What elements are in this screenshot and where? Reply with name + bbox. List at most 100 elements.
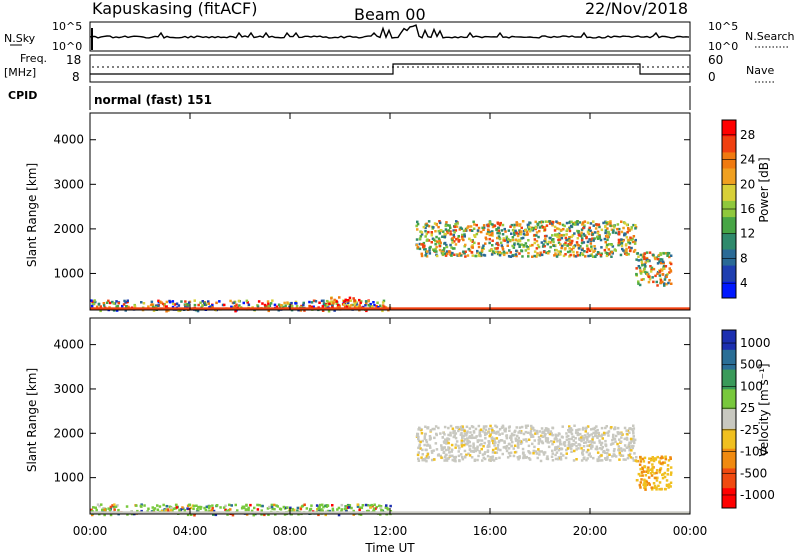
- data-cell: [630, 246, 633, 250]
- data-cell: [423, 459, 427, 462]
- data-cell: [318, 301, 321, 304]
- data-cell: [420, 456, 423, 459]
- data-cell: [621, 247, 624, 251]
- data-cell: [330, 300, 333, 303]
- data-cell: [562, 233, 566, 237]
- data-cell: [596, 235, 599, 239]
- data-cell: [467, 225, 470, 228]
- data-cell: [316, 508, 319, 511]
- data-cell: [572, 459, 576, 462]
- data-cell: [461, 457, 465, 461]
- data-cell: [415, 238, 419, 241]
- data-cell: [245, 508, 248, 511]
- data-cell: [659, 277, 662, 281]
- data-cell: [93, 299, 96, 302]
- data-cell: [516, 441, 520, 445]
- data-cell: [610, 243, 614, 247]
- data-cell: [543, 239, 546, 243]
- data-cell: [617, 241, 621, 244]
- data-cell: [433, 436, 436, 440]
- data-cell: [483, 451, 487, 454]
- data-cell: [535, 452, 539, 455]
- data-cell: [570, 437, 573, 441]
- data-cell: [552, 238, 555, 241]
- data-cell: [421, 439, 424, 443]
- data-cell: [604, 444, 608, 448]
- data-cell: [330, 303, 334, 307]
- data-cell: [510, 444, 513, 448]
- data-cell: [543, 244, 546, 248]
- data-cell: [442, 431, 445, 434]
- data-cell: [436, 240, 439, 243]
- data-cell: [641, 457, 645, 461]
- data-cell: [549, 430, 553, 433]
- data-cell: [505, 436, 509, 440]
- data-cell: [473, 241, 476, 245]
- colorbar-tick-label: 4: [740, 276, 748, 290]
- data-cell: [312, 299, 316, 302]
- nsearch-label: N.Search: [745, 30, 795, 43]
- data-cell: [582, 426, 585, 430]
- data-cell: [669, 473, 673, 476]
- data-cell: [515, 426, 518, 429]
- data-cell: [165, 305, 168, 308]
- data-cell: [522, 451, 525, 454]
- data-cell: [346, 301, 350, 304]
- data-cell: [495, 425, 499, 429]
- data-cell: [601, 437, 604, 440]
- data-cell: [582, 445, 586, 448]
- data-cell: [537, 442, 540, 445]
- data-cell: [633, 240, 637, 243]
- data-cell: [565, 221, 569, 225]
- data-cell: [586, 432, 590, 435]
- data-cell: [628, 249, 632, 253]
- data-cell: [457, 254, 461, 257]
- data-cell: [606, 243, 609, 247]
- data-cell: [510, 438, 513, 442]
- data-cell: [541, 225, 545, 229]
- data-cell: [635, 258, 638, 261]
- data-cell: [491, 244, 494, 247]
- data-cell: [435, 223, 438, 227]
- colorbar-swatch: [722, 428, 736, 450]
- data-cell: [481, 226, 484, 230]
- data-cell: [473, 458, 477, 462]
- data-cell: [670, 471, 673, 474]
- data-cell: [352, 297, 355, 300]
- data-cell: [608, 453, 611, 456]
- data-cell: [443, 241, 447, 245]
- data-cell: [452, 435, 455, 439]
- data-cell: [604, 229, 608, 232]
- data-cell: [224, 504, 227, 508]
- data-cell: [562, 454, 565, 457]
- data-cell: [336, 508, 339, 511]
- data-cell: [569, 427, 573, 430]
- data-cell: [490, 248, 494, 252]
- station-title: Kapuskasing (fitACF): [92, 0, 257, 18]
- data-cell: [466, 437, 469, 440]
- data-cell: [457, 454, 461, 458]
- data-cell: [162, 503, 165, 507]
- data-cell: [632, 235, 636, 238]
- data-cell: [464, 250, 467, 253]
- data-cell: [583, 250, 586, 253]
- data-cell: [322, 505, 325, 509]
- data-cell: [499, 448, 502, 452]
- data-cell: [513, 444, 517, 447]
- data-cell: [444, 448, 448, 452]
- data-cell: [659, 258, 662, 261]
- data-cell: [589, 455, 592, 458]
- data-cell: [463, 235, 466, 238]
- data-cell: [478, 443, 482, 447]
- data-cell: [508, 249, 511, 252]
- data-cell: [291, 507, 294, 511]
- data-cell: [96, 503, 100, 506]
- colorbar-swatch: [722, 281, 736, 299]
- data-cell: [620, 432, 623, 435]
- data-cell: [286, 506, 289, 509]
- data-cell: [628, 246, 631, 249]
- colorbar-tick-label: 1000: [740, 336, 771, 350]
- data-cell: [364, 304, 367, 307]
- data-cell: [315, 504, 319, 507]
- data-cell: [475, 232, 479, 236]
